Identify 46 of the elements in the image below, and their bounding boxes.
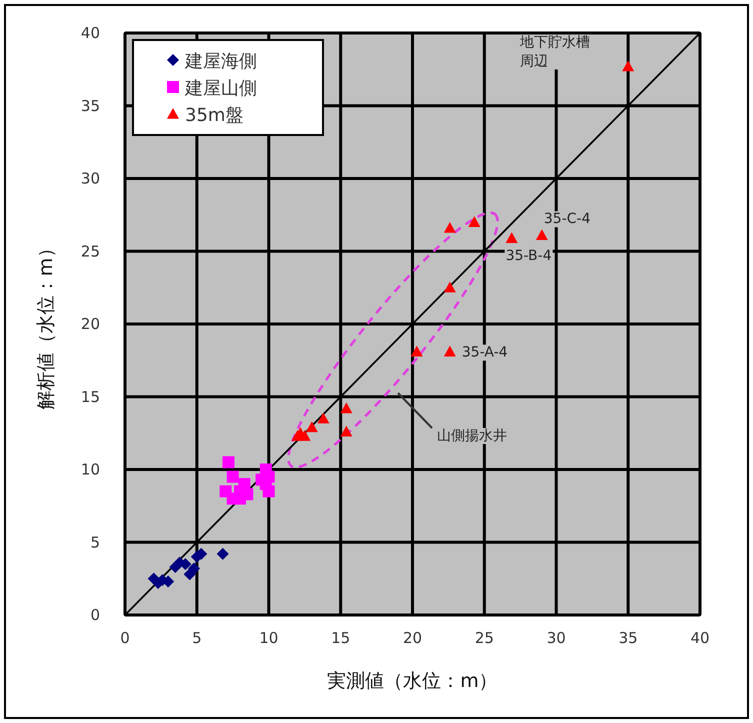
point [340, 426, 352, 436]
point [226, 470, 239, 483]
annotation: 山側揚水井 [437, 428, 507, 444]
y-tick-label: 40 [80, 24, 100, 42]
point [340, 402, 352, 414]
y-tick-label: 20 [80, 315, 100, 333]
x-tick-label: 5 [192, 629, 202, 647]
y-tick-label: 15 [80, 388, 100, 406]
y-tick-label: 10 [80, 460, 100, 478]
x-tick-label: 40 [690, 629, 710, 647]
legend-label: 建屋山側 [184, 78, 257, 99]
x-tick-label: 0 [120, 629, 130, 647]
point [216, 548, 229, 560]
point [468, 216, 480, 227]
y-tick-label: 30 [80, 170, 100, 188]
point [536, 229, 548, 240]
y-tick-label: 5 [90, 533, 100, 552]
legend-label: 建屋海側 [184, 51, 257, 72]
x-tick-label: 25 [474, 629, 494, 647]
x-tick-label: 20 [402, 629, 422, 647]
y-tick-label: 35 [80, 96, 100, 115]
x-axis-title: 実測値（水位：m） [327, 670, 498, 692]
annotation: 35-B-4 [506, 248, 552, 264]
y-tick-label: 0 [90, 606, 100, 624]
x-tick-label: 15 [331, 629, 350, 647]
point [444, 282, 456, 292]
point [188, 562, 200, 574]
point [622, 60, 634, 72]
point [222, 456, 234, 468]
x-tick-label: 10 [259, 629, 278, 647]
y-axis-title: 解析値（水位：m） [35, 238, 57, 410]
annotation: 35-A-4 [462, 344, 508, 361]
annotation: 地下貯水槽周辺 [519, 34, 590, 70]
point [317, 412, 330, 424]
x-tick-label: 30 [546, 629, 566, 647]
legend-label: 35m盤 [185, 105, 244, 126]
annotation: 35-C-4 [544, 211, 591, 228]
point [298, 430, 311, 441]
point [444, 222, 456, 233]
y-tick-label: 25 [80, 242, 100, 260]
point [506, 232, 518, 243]
point [444, 346, 456, 356]
point [306, 421, 318, 432]
x-tick-label: 35 [618, 629, 638, 647]
point [262, 485, 275, 498]
point [410, 346, 423, 356]
